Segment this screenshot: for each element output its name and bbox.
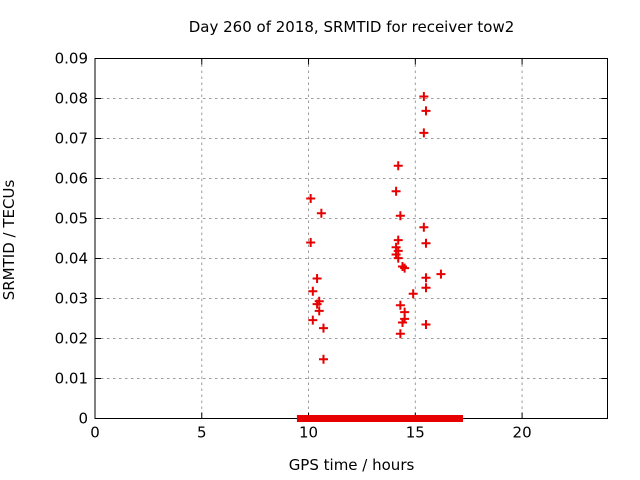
y-tick-label: 0.02 [55, 330, 88, 348]
baseline-segment [365, 415, 410, 422]
x-tick-label: 5 [197, 424, 207, 442]
x-tick-label: 20 [513, 424, 532, 442]
y-tick-label: 0.01 [55, 370, 88, 388]
data-point-marker [421, 273, 431, 283]
data-point-marker [436, 269, 446, 279]
data-point-marker [312, 299, 322, 309]
data-point-marker [318, 354, 328, 364]
data-point-marker [391, 186, 401, 196]
x-tick-label: 10 [299, 424, 318, 442]
data-point-marker [395, 211, 405, 221]
data-point-marker [419, 128, 429, 138]
data-point-marker [306, 194, 316, 203]
y-tick-label: 0.07 [55, 130, 88, 148]
data-point-marker [314, 306, 324, 316]
data-point-marker [306, 238, 316, 247]
y-tick-label: 0.05 [55, 210, 88, 228]
data-point-marker [398, 318, 407, 327]
x-tick-label: 15 [406, 424, 425, 442]
baseline-segment [314, 415, 368, 422]
baseline-segment [441, 415, 464, 422]
y-tick-label: 0.08 [55, 90, 88, 108]
y-tick-label: 0.04 [55, 250, 88, 268]
data-point-marker [393, 253, 403, 263]
x-tick-label: 0 [90, 424, 100, 442]
data-point-marker [312, 274, 322, 283]
y-tick-label: 0 [78, 410, 88, 428]
y-tick-label: 0.03 [55, 290, 88, 308]
data-point-marker [421, 283, 431, 293]
data-point-marker [398, 262, 407, 271]
data-point-marker [421, 238, 431, 248]
baseline-segment [408, 415, 443, 422]
data-point-marker [393, 161, 403, 171]
data-point-marker [308, 286, 318, 296]
data-point-marker [308, 315, 318, 325]
baseline-segment [296, 415, 315, 422]
data-point-marker [419, 92, 429, 101]
data-point-marker [419, 222, 429, 232]
data-point-marker [393, 235, 403, 245]
chart-title: Day 260 of 2018, SRMTID for receiver tow… [188, 18, 515, 36]
y-tick-label: 0.06 [55, 170, 88, 188]
data-point-marker [318, 323, 328, 333]
data-point-marker [395, 329, 405, 339]
data-point-marker [400, 263, 410, 273]
data-point-marker [395, 300, 405, 310]
data-point-marker [421, 320, 431, 329]
x-axis-label: GPS time / hours [288, 456, 415, 474]
plot-border [94, 58, 608, 419]
data-point-marker [408, 289, 418, 299]
data-point-marker [316, 208, 326, 218]
data-point-marker [421, 106, 431, 116]
y-tick-label: 0.09 [55, 50, 88, 68]
